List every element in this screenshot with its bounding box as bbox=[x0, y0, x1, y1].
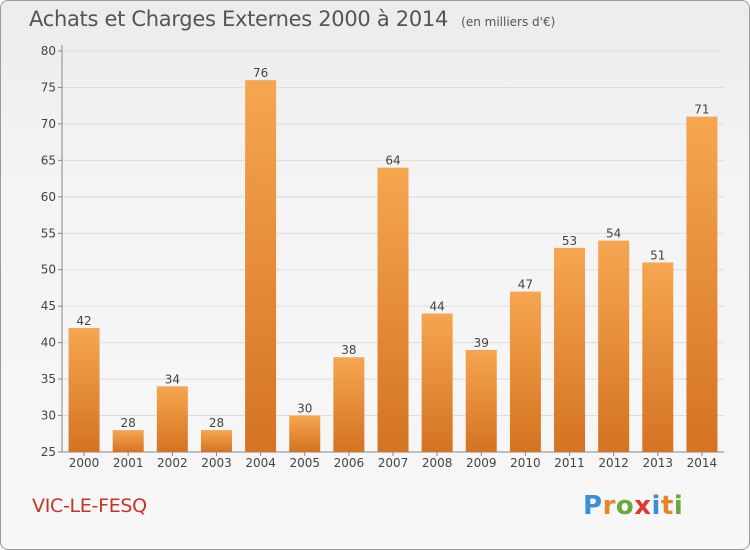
logo-letter: t bbox=[660, 491, 674, 521]
data-label: 53 bbox=[562, 234, 577, 248]
x-tick-label: 2005 bbox=[289, 456, 320, 470]
y-tick-label: 55 bbox=[41, 226, 56, 240]
y-tick-label: 80 bbox=[41, 44, 56, 58]
y-tick-label: 35 bbox=[41, 372, 56, 386]
data-label: 44 bbox=[429, 299, 444, 313]
data-label: 28 bbox=[209, 416, 224, 430]
logo-letter: P bbox=[583, 491, 603, 521]
data-label: 76 bbox=[253, 66, 268, 80]
bar bbox=[686, 116, 718, 453]
data-label: 34 bbox=[165, 372, 180, 386]
bar bbox=[156, 386, 188, 452]
bar bbox=[465, 349, 497, 452]
x-tick-label: 2003 bbox=[201, 456, 232, 470]
data-label: 42 bbox=[76, 314, 91, 328]
bar bbox=[333, 357, 365, 452]
bar bbox=[642, 262, 674, 452]
x-tick-label: 2001 bbox=[113, 456, 144, 470]
x-tick-label: 2008 bbox=[422, 456, 453, 470]
bar bbox=[289, 415, 321, 452]
x-tick-label: 2013 bbox=[643, 456, 674, 470]
y-tick-label: 25 bbox=[41, 445, 56, 459]
bar bbox=[245, 80, 277, 452]
x-tick-label: 2010 bbox=[510, 456, 541, 470]
x-tick-label: 2000 bbox=[69, 456, 100, 470]
x-tick-label: 2012 bbox=[598, 456, 629, 470]
title-row: Achats et Charges Externes 2000 à 2014 (… bbox=[29, 7, 555, 31]
bar bbox=[598, 240, 630, 452]
y-tick-label: 45 bbox=[41, 299, 56, 313]
chart-subtitle: (en milliers d'€) bbox=[461, 15, 556, 29]
x-tick-label: 2007 bbox=[378, 456, 409, 470]
x-tick-label: 2011 bbox=[554, 456, 585, 470]
data-label: 39 bbox=[474, 336, 489, 350]
bar bbox=[112, 430, 144, 452]
data-label: 38 bbox=[341, 343, 356, 357]
bar bbox=[421, 313, 453, 452]
proxiti-logo[interactable]: Proxiti bbox=[583, 491, 683, 521]
data-label: 30 bbox=[297, 402, 312, 416]
x-tick-label: 2002 bbox=[157, 456, 188, 470]
bar-layer bbox=[68, 80, 718, 453]
logo-letter: i bbox=[651, 491, 661, 521]
bar bbox=[377, 167, 409, 452]
data-label: 51 bbox=[650, 248, 665, 262]
x-tick-label: 2006 bbox=[334, 456, 365, 470]
x-tick-label: 2004 bbox=[245, 456, 276, 470]
logo-letter: o bbox=[615, 491, 635, 521]
x-tick-label: 2009 bbox=[466, 456, 497, 470]
bar bbox=[200, 430, 232, 452]
logo-letter: x bbox=[634, 491, 652, 521]
data-label: 28 bbox=[121, 416, 136, 430]
y-tick-label: 65 bbox=[41, 153, 56, 167]
y-tick-label: 30 bbox=[41, 409, 56, 423]
bar bbox=[554, 247, 586, 452]
x-tick-label: 2014 bbox=[687, 456, 718, 470]
logo-letter: r bbox=[602, 491, 616, 521]
logo-letter: i bbox=[673, 491, 684, 521]
data-label: 47 bbox=[518, 278, 533, 292]
commune-name: VIC-LE-FESQ bbox=[32, 495, 147, 517]
label-layer: 42 28 34 28 76 30 38 64 44 39 47 53 54 51 71 bbox=[76, 66, 709, 430]
chart-title: Achats et Charges Externes 2000 à 2014 bbox=[29, 7, 449, 31]
y-tick-label: 75 bbox=[41, 80, 56, 94]
y-tick-label: 50 bbox=[41, 263, 56, 277]
bar bbox=[509, 291, 541, 452]
y-tick-label: 40 bbox=[41, 336, 56, 350]
data-label: 64 bbox=[385, 154, 400, 168]
bar bbox=[68, 328, 100, 452]
data-label: 71 bbox=[694, 103, 709, 117]
y-tick-label: 60 bbox=[41, 190, 56, 204]
y-tick-label: 70 bbox=[41, 117, 56, 131]
data-label: 54 bbox=[606, 227, 621, 241]
